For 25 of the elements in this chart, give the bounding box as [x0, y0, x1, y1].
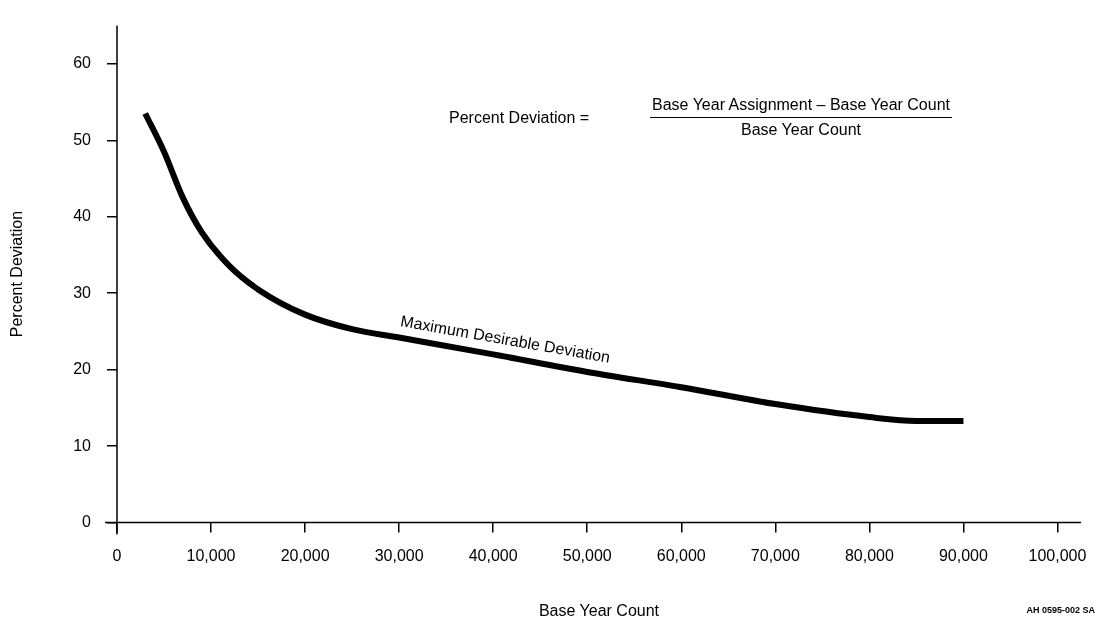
text: Maximum Desirable Deviation: [399, 312, 612, 366]
y-tick-label: 50: [73, 130, 92, 148]
y-axis-title: Percent Deviation: [8, 210, 26, 338]
x-tick-label: 30,000: [374, 546, 424, 564]
annotation: Base Year Count: [739, 120, 863, 139]
y-tick-label: 10: [73, 436, 92, 454]
x-tick-label: 50,000: [562, 546, 612, 564]
y-tick-label: 0: [82, 513, 92, 531]
x-axis-title: Base Year Count: [538, 601, 660, 619]
y-tick-label: 30: [73, 283, 92, 301]
x-tick-label: 80,000: [844, 546, 894, 564]
x-tick-label: 40,000: [468, 546, 518, 564]
y-tick-label: 40: [73, 207, 92, 225]
x-tick-label: 100,000: [1028, 546, 1087, 564]
annotation: Percent Deviation =: [449, 109, 590, 127]
x-tick-label: 60,000: [656, 546, 706, 564]
y-tick-label: 60: [73, 54, 92, 72]
x-tick-label: 20,000: [280, 546, 330, 564]
y-tick-label: 20: [73, 360, 92, 378]
x-tick-label: 90,000: [938, 546, 989, 564]
text: AH 0595-002 SA: [1026, 605, 1095, 615]
x-tick-label: 70,000: [750, 546, 800, 564]
x-tick-label: 0: [112, 546, 122, 564]
annotation: Base Year Assignment – Base Year Count: [650, 96, 952, 118]
x-tick-label: 10,000: [186, 546, 236, 564]
